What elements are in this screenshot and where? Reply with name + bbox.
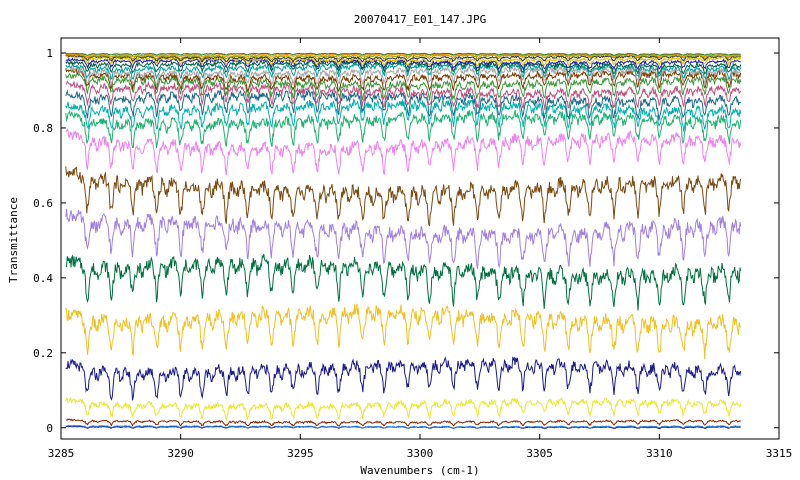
series-line xyxy=(65,424,742,429)
series-line xyxy=(65,65,741,87)
chart-title: 20070417_E01_147.JPG xyxy=(354,13,486,26)
x-tick-label: 3300 xyxy=(407,447,434,460)
series-line xyxy=(65,303,742,360)
series-line xyxy=(65,54,741,64)
series-line xyxy=(65,396,742,422)
y-axis-label: Transmittance xyxy=(7,197,20,283)
y-tick-label: 0.4 xyxy=(33,272,53,285)
x-tick-label: 3310 xyxy=(646,447,673,460)
y-tick-label: 0.8 xyxy=(33,122,53,135)
series-line xyxy=(65,418,741,427)
tick-group: 3285 3290 3295 3300 3305 3310 3315 0 0.2 0.4 0.6 0.… xyxy=(33,38,792,460)
x-tick-label: 3295 xyxy=(287,447,314,460)
series-line xyxy=(65,208,742,269)
x-tick-label: 3290 xyxy=(167,447,194,460)
series-line xyxy=(65,57,741,71)
y-tick-label: 1 xyxy=(46,47,53,60)
y-tick-label: 0.2 xyxy=(33,347,53,360)
series-line xyxy=(65,98,742,132)
series-line xyxy=(65,53,741,58)
x-tick-label: 3305 xyxy=(526,447,553,460)
x-axis-label: Wavenumbers (cm-1) xyxy=(360,464,479,477)
series-line xyxy=(65,253,742,311)
y-tick-label: 0.6 xyxy=(33,197,53,210)
series-line xyxy=(65,127,742,176)
series-line xyxy=(65,109,742,148)
y-tick-label: 0 xyxy=(46,422,53,435)
x-tick-label: 3285 xyxy=(48,447,75,460)
series-line xyxy=(65,88,742,121)
series-line xyxy=(65,52,741,57)
series-line xyxy=(65,356,742,401)
plot-frame xyxy=(60,37,780,440)
series-group xyxy=(65,52,742,430)
series-line xyxy=(65,61,742,80)
series-line xyxy=(65,166,742,227)
series-line xyxy=(65,80,742,111)
x-tick-label: 3315 xyxy=(766,447,793,460)
series-line xyxy=(65,55,742,67)
